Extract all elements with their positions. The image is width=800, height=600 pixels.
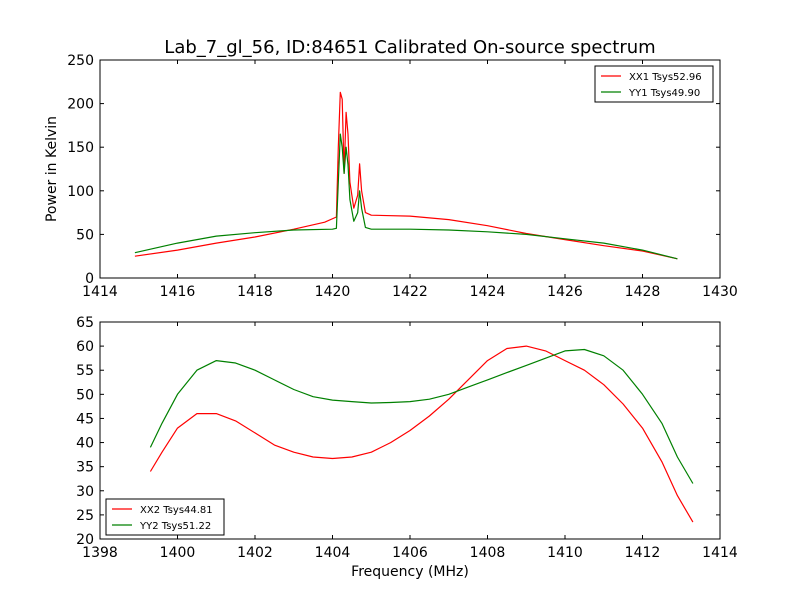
y-tick-label-2-4: 35	[76, 460, 94, 476]
x-tick-label-1-4: 1420	[315, 284, 351, 300]
x-tick-label-1-7: 1426	[547, 284, 583, 300]
y-tick-label-1-1: 0	[85, 271, 94, 287]
legend-1: XX1 Tsys52.96 YY1 Tsys49.90	[594, 65, 714, 103]
series-line-2-2	[149, 348, 694, 484]
y-tick-label-1-6: 250	[67, 53, 94, 69]
x-tick-label-2-9: 1414	[702, 545, 738, 561]
y-tick-label-2-6: 45	[76, 411, 94, 427]
y-tick-label-2-1: 20	[76, 532, 94, 548]
legend-label-1-2: YY1 Tsys49.90	[628, 88, 700, 99]
y-tick-label-2-9: 60	[76, 339, 94, 355]
x-tick-label-1-3: 1418	[237, 284, 273, 300]
legend-label-1-1: XX1 Tsys52.96	[629, 72, 702, 83]
x-axis-label-2: Frequency (MHz)	[351, 564, 469, 580]
series-line-1-1	[134, 91, 678, 260]
x-tick-label-1-5: 1422	[392, 284, 428, 300]
x-tick-label-2-1: 1398	[82, 545, 118, 561]
x-tick-label-2-6: 1408	[470, 545, 506, 561]
legend-box-1	[594, 65, 714, 103]
x-tick-label-1-2: 1416	[160, 284, 196, 300]
y-tick-label-2-8: 55	[76, 363, 94, 379]
x-tick-label-2-3: 1402	[237, 545, 273, 561]
y-axis-label-1: Power in Kelvin	[44, 116, 60, 222]
y-tick-label-1-3: 100	[67, 184, 94, 200]
x-tick-label-2-8: 1412	[625, 545, 661, 561]
legend-label-2-2: YY2 Tsys51.22	[139, 521, 211, 532]
chart-panel-1: 1414 1416 1418 1420 1422 1424 1426 1428 1430 0 50 1…	[44, 53, 738, 300]
y-tick-label-2-10: 65	[76, 315, 94, 331]
x-tick-label-2-2: 1400	[160, 545, 196, 561]
figure-title: Lab_7_gl_56, ID:84651 Calibrated On-sour…	[164, 37, 655, 58]
y-tick-label-2-5: 40	[76, 436, 94, 452]
y-tick-label-2-2: 25	[76, 508, 94, 524]
y-tick-label-1-4: 150	[67, 140, 94, 156]
chart-panel-2: 1398 1400 1402 1404 1406 1408 1410 1412 1414 20 25…	[76, 315, 738, 580]
x-tick-label-2-5: 1406	[392, 545, 428, 561]
legend-2: XX2 Tsys44.81 YY2 Tsys51.22	[105, 498, 225, 536]
x-tick-label-2-7: 1410	[547, 545, 583, 561]
legend-label-2-1: XX2 Tsys44.81	[140, 505, 213, 516]
x-tick-label-1-1: 1414	[82, 284, 118, 300]
x-tick-label-2-4: 1404	[315, 545, 351, 561]
y-tick-label-1-2: 50	[76, 227, 94, 243]
y-tick-label-2-7: 50	[76, 387, 94, 403]
x-tick-label-1-6: 1424	[470, 284, 506, 300]
y-tick-label-1-5: 200	[67, 97, 94, 113]
x-tick-label-1-9: 1430	[702, 284, 738, 300]
series-line-1-2	[134, 133, 678, 260]
y-tick-label-2-3: 30	[76, 484, 94, 500]
x-tick-label-1-8: 1428	[625, 284, 661, 300]
legend-box-2	[105, 498, 225, 536]
series-line-2-1	[149, 345, 694, 523]
